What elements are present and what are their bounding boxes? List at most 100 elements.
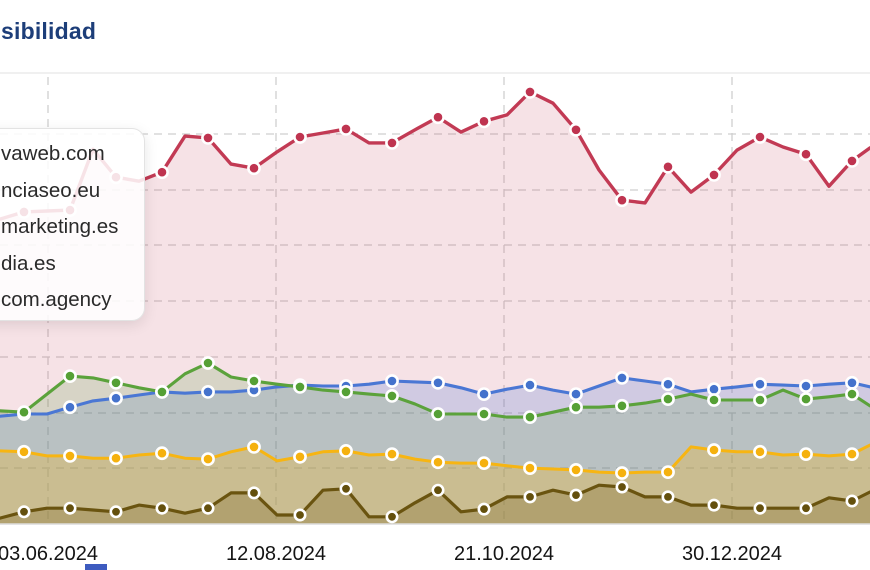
- data-point-marketing.es[interactable]: [201, 356, 215, 370]
- data-point-marketing.es[interactable]: [247, 374, 261, 388]
- data-point-vaweb.com[interactable]: [431, 110, 445, 125]
- legend-item-dia.es[interactable]: dia.es: [1, 251, 56, 275]
- data-point-vaweb.com[interactable]: [339, 121, 353, 136]
- series-area-vaweb.com: [0, 91, 870, 525]
- data-point-vaweb.com[interactable]: [569, 122, 583, 137]
- data-point-dia.es[interactable]: [109, 451, 123, 466]
- legend-item-marketing.es[interactable]: marketing.es: [1, 215, 119, 238]
- data-point-com.agency[interactable]: [523, 490, 537, 504]
- data-point-com.agency[interactable]: [799, 501, 813, 515]
- data-point-dia.es[interactable]: [431, 455, 445, 470]
- data-point-marketing.es[interactable]: [63, 369, 77, 383]
- x-axis-label: 21.10.2024: [453, 543, 555, 565]
- data-point-marketing.es[interactable]: [799, 392, 813, 406]
- data-point-marketing.es[interactable]: [753, 393, 767, 407]
- data-point-dia.es[interactable]: [293, 449, 307, 464]
- data-point-dia.es[interactable]: [385, 447, 399, 461]
- data-point-nciaseo.eu[interactable]: [201, 384, 215, 399]
- data-point-marketing.es[interactable]: [707, 393, 721, 407]
- data-point-com.agency[interactable]: [17, 505, 31, 519]
- data-point-dia.es[interactable]: [477, 456, 491, 470]
- data-point-dia.es[interactable]: [845, 447, 859, 461]
- legend-item-vaweb.com[interactable]: vaweb.com: [1, 142, 105, 165]
- data-point-com.agency[interactable]: [109, 505, 123, 519]
- data-point-com.agency[interactable]: [247, 486, 261, 500]
- data-point-com.agency[interactable]: [477, 502, 491, 516]
- data-point-com.agency[interactable]: [63, 501, 77, 515]
- data-point-nciaseo.eu[interactable]: [615, 370, 629, 385]
- data-point-marketing.es[interactable]: [477, 407, 491, 421]
- data-point-nciaseo.eu[interactable]: [431, 375, 445, 390]
- data-point-nciaseo.eu[interactable]: [661, 377, 675, 392]
- data-point-com.agency[interactable]: [385, 510, 399, 524]
- data-point-dia.es[interactable]: [661, 465, 675, 479]
- series-area-nciaseo.eu: [0, 377, 870, 524]
- data-point-vaweb.com[interactable]: [477, 114, 491, 129]
- data-point-nciaseo.eu[interactable]: [753, 377, 767, 392]
- data-point-dia.es[interactable]: [799, 447, 813, 461]
- data-point-vaweb.com[interactable]: [615, 193, 629, 208]
- data-point-dia.es[interactable]: [63, 448, 77, 463]
- data-point-marketing.es[interactable]: [293, 379, 307, 394]
- data-point-dia.es[interactable]: [201, 452, 215, 466]
- data-point-nciaseo.eu[interactable]: [63, 400, 77, 415]
- data-point-vaweb.com[interactable]: [753, 130, 767, 144]
- data-point-vaweb.com[interactable]: [523, 85, 537, 99]
- data-point-marketing.es[interactable]: [385, 388, 399, 403]
- data-point-marketing.es[interactable]: [569, 400, 583, 415]
- data-point-nciaseo.eu[interactable]: [109, 391, 123, 406]
- data-point-vaweb.com[interactable]: [385, 135, 399, 150]
- data-point-marketing.es[interactable]: [17, 405, 31, 420]
- data-point-dia.es[interactable]: [155, 446, 169, 461]
- bottom-partial-element: [85, 564, 107, 570]
- data-point-com.agency[interactable]: [615, 480, 629, 494]
- data-point-dia.es[interactable]: [17, 444, 31, 459]
- data-point-marketing.es[interactable]: [109, 375, 123, 390]
- data-point-marketing.es[interactable]: [339, 384, 353, 399]
- data-point-dia.es[interactable]: [707, 443, 721, 457]
- data-point-marketing.es[interactable]: [155, 384, 169, 399]
- data-point-nciaseo.eu[interactable]: [799, 379, 813, 393]
- data-point-vaweb.com[interactable]: [661, 159, 675, 174]
- data-point-nciaseo.eu[interactable]: [523, 378, 537, 392]
- data-point-vaweb.com[interactable]: [247, 161, 261, 176]
- data-point-dia.es[interactable]: [339, 443, 353, 458]
- data-point-com.agency[interactable]: [293, 508, 307, 522]
- data-point-marketing.es[interactable]: [661, 392, 675, 406]
- data-point-nciaseo.eu[interactable]: [385, 374, 399, 388]
- data-point-com.agency[interactable]: [753, 501, 767, 515]
- data-point-dia.es[interactable]: [753, 444, 767, 459]
- data-point-com.agency[interactable]: [201, 501, 215, 515]
- data-point-vaweb.com[interactable]: [845, 153, 859, 168]
- data-point-nciaseo.eu[interactable]: [477, 387, 491, 401]
- data-point-marketing.es[interactable]: [845, 387, 859, 401]
- data-point-dia.es[interactable]: [523, 461, 537, 475]
- data-point-com.agency[interactable]: [661, 490, 675, 504]
- data-point-com.agency[interactable]: [845, 494, 859, 508]
- data-point-nciaseo.eu[interactable]: [845, 375, 859, 390]
- data-point-marketing.es[interactable]: [523, 410, 537, 424]
- x-axis-label: 12.08.2024: [225, 543, 327, 565]
- data-point-com.agency[interactable]: [431, 483, 445, 497]
- data-point-nciaseo.eu[interactable]: [569, 387, 583, 401]
- data-point-com.agency[interactable]: [339, 482, 353, 496]
- data-point-vaweb.com[interactable]: [155, 165, 169, 180]
- data-point-vaweb.com[interactable]: [707, 167, 721, 182]
- data-point-marketing.es[interactable]: [615, 398, 629, 413]
- data-point-com.agency[interactable]: [569, 488, 583, 502]
- data-point-com.agency[interactable]: [707, 498, 721, 512]
- data-point-dia.es[interactable]: [615, 466, 629, 480]
- data-point-vaweb.com[interactable]: [293, 130, 307, 144]
- data-point-marketing.es[interactable]: [431, 407, 445, 421]
- chart-title: sibilidad: [1, 18, 97, 44]
- legend-item-nciaseo.eu[interactable]: nciaseo.eu: [1, 178, 101, 202]
- data-point-dia.es[interactable]: [247, 439, 261, 454]
- x-axis-label: 30.12.2024: [681, 543, 783, 565]
- legend-item-com.agency[interactable]: com.agency: [1, 288, 112, 311]
- data-point-vaweb.com[interactable]: [201, 130, 215, 145]
- data-point-vaweb.com[interactable]: [799, 147, 813, 162]
- data-point-com.agency[interactable]: [155, 501, 169, 515]
- data-point-dia.es[interactable]: [569, 462, 583, 477]
